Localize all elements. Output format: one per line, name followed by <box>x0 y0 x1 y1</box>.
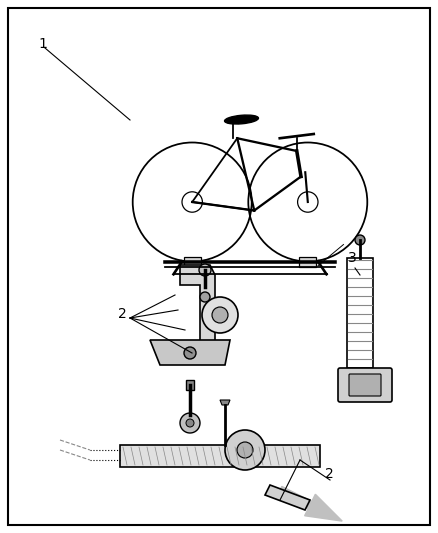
Text: 2: 2 <box>118 307 127 321</box>
Bar <box>184 257 201 268</box>
Circle shape <box>184 347 196 359</box>
Ellipse shape <box>225 115 258 124</box>
Bar <box>186 380 194 390</box>
Bar <box>299 257 316 268</box>
FancyBboxPatch shape <box>338 368 392 402</box>
Text: 3: 3 <box>348 251 357 265</box>
Bar <box>347 258 373 368</box>
FancyBboxPatch shape <box>349 374 381 396</box>
Text: 2: 2 <box>325 467 334 481</box>
FancyArrow shape <box>278 487 342 521</box>
Text: 1: 1 <box>38 37 47 51</box>
Polygon shape <box>265 485 310 510</box>
Circle shape <box>199 264 211 276</box>
Circle shape <box>355 235 365 245</box>
Circle shape <box>202 297 238 333</box>
Circle shape <box>237 442 253 458</box>
Polygon shape <box>150 340 230 365</box>
Circle shape <box>212 307 228 323</box>
Bar <box>120 445 320 467</box>
Circle shape <box>180 413 200 433</box>
Circle shape <box>186 419 194 427</box>
Polygon shape <box>220 400 230 405</box>
Circle shape <box>225 430 265 470</box>
Circle shape <box>200 292 210 302</box>
Polygon shape <box>180 265 215 345</box>
